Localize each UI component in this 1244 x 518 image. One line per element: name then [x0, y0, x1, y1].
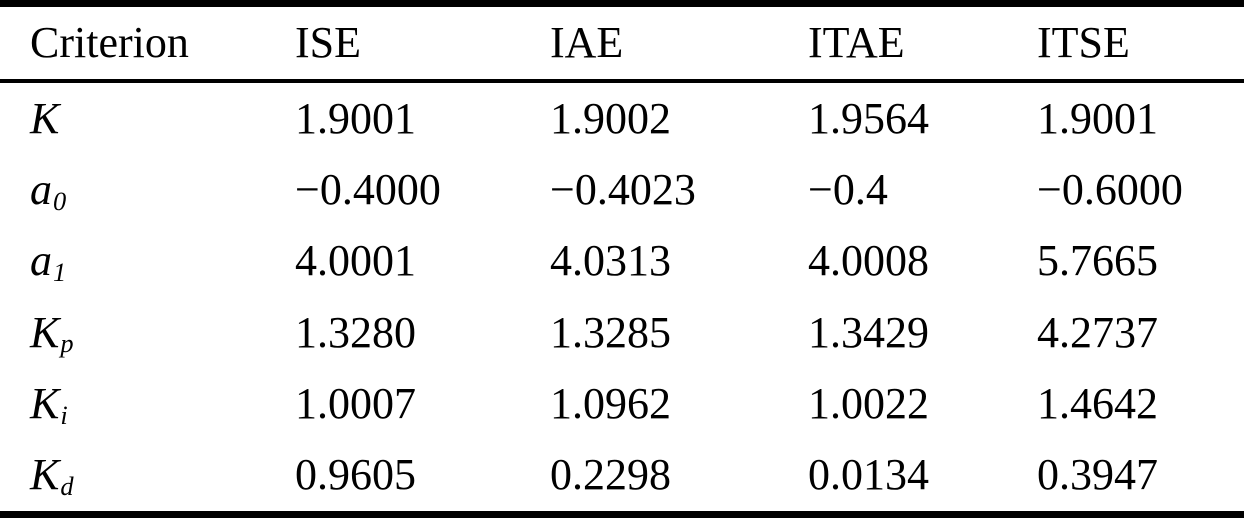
- column-header-criterion: Criterion: [30, 18, 189, 67]
- value-itae: 0.0134: [808, 450, 929, 500]
- value-itae: 1.9564: [808, 93, 929, 143]
- value-iae: −0.4023: [550, 164, 696, 214]
- table-row: a0 −0.4000 −0.4023 −0.4 −0.6000: [0, 154, 1244, 225]
- table-row: a1 4.0001 4.0313 4.0008 5.7665: [0, 226, 1244, 297]
- value-itse: −0.6000: [1037, 164, 1183, 214]
- table-row: K 1.9001 1.9002 1.9564 1.9001: [0, 83, 1244, 154]
- value-itae: 1.3429: [808, 307, 929, 357]
- table-row: Kp 1.3280 1.3285 1.3429 4.2737: [0, 297, 1244, 368]
- value-ise: 1.9001: [295, 93, 416, 143]
- param-subscript: 1: [53, 257, 67, 288]
- value-itse: 1.9001: [1037, 93, 1158, 143]
- row-label: Kp: [30, 307, 295, 359]
- param-symbol: K: [30, 307, 60, 357]
- column-header-itse: ITSE: [1037, 18, 1130, 67]
- param-symbol: K: [30, 450, 60, 500]
- param-subscript: 0: [53, 185, 67, 216]
- column-header-iae: IAE: [550, 18, 624, 67]
- row-label: Ki: [30, 378, 295, 428]
- param-symbol: a: [30, 236, 52, 286]
- value-itae: 1.0022: [808, 378, 929, 428]
- value-itse: 5.7665: [1037, 236, 1158, 286]
- param-symbol: a: [30, 164, 52, 214]
- table-row: Ki 1.0007 1.0962 1.0022 1.4642: [0, 368, 1244, 439]
- table-row: Kd 0.9605 0.2298 0.0134 0.3947: [0, 440, 1244, 511]
- table-body: K 1.9001 1.9002 1.9564 1.9001 a0 −0.4000…: [0, 83, 1244, 511]
- param-subscript: i: [60, 399, 68, 430]
- row-label: a0: [30, 164, 295, 214]
- row-label: K: [30, 93, 295, 143]
- param-symbol: K: [30, 93, 60, 143]
- param-subscript: p: [60, 328, 74, 359]
- row-label: a1: [30, 236, 295, 286]
- value-itae: −0.4: [808, 164, 888, 214]
- table-header-row: Criterion ISE IAE ITAE ITSE: [0, 7, 1244, 83]
- value-iae: 1.9002: [550, 93, 671, 143]
- value-itse: 4.2737: [1037, 307, 1158, 357]
- value-ise: 4.0001: [295, 236, 416, 286]
- value-iae: 1.0962: [550, 378, 671, 428]
- value-itse: 0.3947: [1037, 450, 1158, 500]
- column-header-itae: ITAE: [808, 18, 905, 67]
- param-symbol: K: [30, 378, 60, 428]
- row-label: Kd: [30, 450, 295, 500]
- value-ise: 1.0007: [295, 378, 416, 428]
- value-iae: 0.2298: [550, 450, 671, 500]
- value-itse: 1.4642: [1037, 378, 1158, 428]
- param-subscript: d: [60, 471, 74, 502]
- value-ise: 1.3280: [295, 307, 416, 357]
- value-itae: 4.0008: [808, 236, 929, 286]
- value-iae: 4.0313: [550, 236, 671, 286]
- column-header-ise: ISE: [295, 18, 361, 67]
- value-ise: −0.4000: [295, 164, 441, 214]
- value-iae: 1.3285: [550, 307, 671, 357]
- value-ise: 0.9605: [295, 450, 416, 500]
